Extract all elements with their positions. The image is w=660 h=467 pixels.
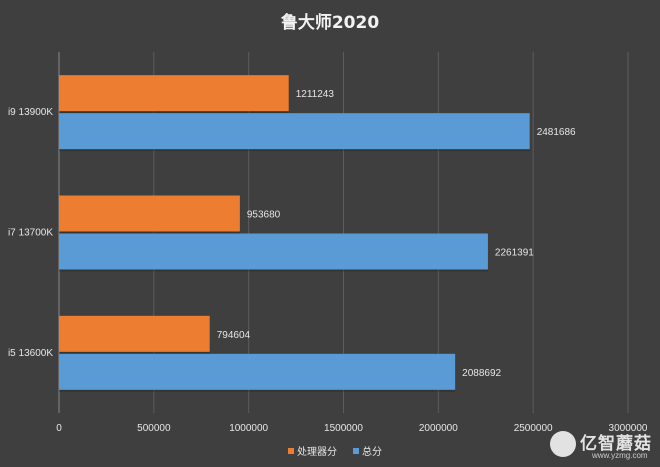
labels: 0 500000 1000000 1500000 2000000 2500000 30000… [8,89,648,434]
bars [59,75,530,392]
legend-swatch [288,448,294,454]
x-tick-label: 0 [56,423,62,434]
data-label: 2481686 [537,127,576,138]
data-label: 953680 [247,210,281,221]
watermark-url: www.yzmg.com [592,451,648,460]
gridlines [58,52,629,413]
legend: 处理器分 总分 [288,445,382,458]
legend-swatch [353,448,359,454]
x-tick-label: 500000 [137,423,171,434]
bar [59,353,456,390]
bar [59,233,488,270]
data-label: 2261391 [495,248,534,259]
category-label: i5 13600K [8,348,53,359]
x-tick-label: 1000000 [229,423,268,434]
bar [59,195,240,232]
logo-icon [550,431,576,457]
data-label: 1211243 [296,89,335,100]
category-label: i7 13700K [8,228,53,239]
bar [59,75,289,112]
watermark-logo: 亿智蘑菇 www.yzmg.com [550,427,654,463]
x-tick-label: 2500000 [514,423,553,434]
data-label: 794604 [217,330,251,341]
watermark-brand: 亿智蘑菇 [580,434,652,454]
legend-label: 处理器分 [297,446,337,458]
bar [59,315,210,352]
x-tick-label: 3000000 [609,423,648,434]
x-tick-label: 2000000 [419,423,458,434]
bar [59,113,530,150]
legend-label: 总分 [362,445,382,458]
chart-title: 鲁大师2020 [281,12,379,33]
category-label: i9 13900K [8,107,53,118]
x-tick-label: 1500000 [324,423,363,434]
data-label: 2088692 [462,368,501,379]
